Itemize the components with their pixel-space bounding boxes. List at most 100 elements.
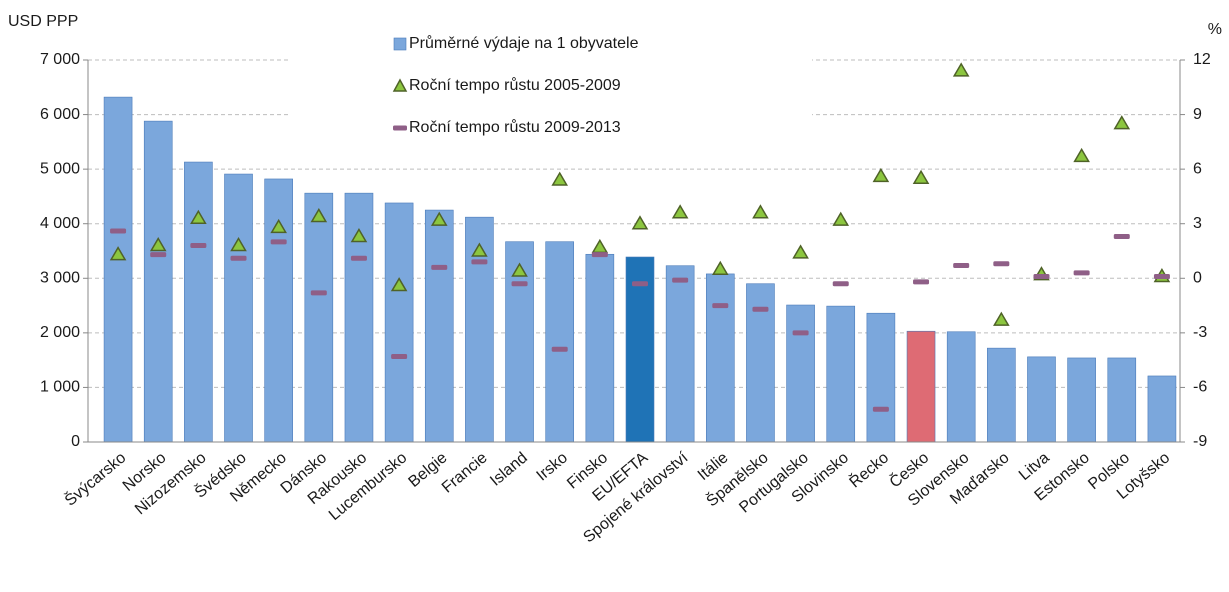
y-tick-label: 3 000	[40, 270, 80, 287]
bar	[1107, 357, 1137, 443]
y2-tick-label: -3	[1193, 324, 1207, 341]
bar	[103, 96, 133, 443]
dash-marker	[150, 252, 167, 258]
dash-marker	[310, 290, 327, 296]
triangle-marker	[109, 246, 127, 261]
bar	[826, 305, 856, 443]
bar	[143, 120, 173, 443]
dash-marker	[1113, 233, 1130, 239]
y2-tick-label: -9	[1193, 433, 1207, 450]
x-tick-label: Island	[487, 449, 531, 489]
dash-marker	[632, 281, 648, 287]
bar	[625, 256, 655, 443]
dash-marker	[1073, 270, 1090, 276]
dash-marker	[792, 330, 809, 336]
legend-label: Roční tempo růstu 2009-2013	[409, 118, 621, 136]
triangle-marker	[993, 311, 1010, 326]
triangle-marker	[591, 238, 609, 254]
y2-tick-label: 0	[1193, 270, 1202, 287]
triangle-marker	[631, 215, 649, 230]
bar	[384, 202, 414, 443]
legend-swatch	[393, 37, 407, 51]
dash-marker	[110, 228, 127, 234]
y-tick-label: 5 000	[40, 160, 80, 177]
legend: Průměrné výdaje na 1 obyvatele Roční temp…	[290, 26, 812, 144]
bar	[224, 173, 253, 443]
series-bar	[103, 96, 1177, 443]
legend-box	[290, 26, 812, 144]
triangle-marker	[230, 237, 247, 252]
dash-marker	[993, 261, 1010, 267]
x-tick-label: Švýcarsko	[61, 448, 130, 510]
dash-marker	[752, 306, 769, 312]
y-tick-label: 6 000	[40, 106, 80, 123]
triangle-marker	[711, 260, 729, 275]
bar	[585, 253, 615, 443]
triangle-marker	[832, 211, 850, 226]
bar	[304, 192, 334, 443]
triangle-marker	[350, 227, 368, 243]
triangle-marker	[310, 207, 328, 223]
dash-marker	[1153, 273, 1170, 279]
y2-tick-label: 9	[1193, 106, 1202, 123]
bar	[264, 178, 293, 443]
dash-marker	[832, 281, 849, 287]
triangle-marker	[190, 209, 207, 225]
y2-tick-label: 3	[1193, 215, 1202, 232]
dash-marker	[391, 354, 408, 360]
dash-marker	[431, 264, 448, 270]
triangle-marker	[1113, 115, 1131, 130]
dash-marker	[190, 243, 207, 249]
triangle-marker	[390, 277, 408, 292]
bar	[906, 330, 936, 443]
dash-marker	[712, 303, 729, 309]
y2-tick-label: -6	[1193, 379, 1207, 396]
series-triangle	[109, 62, 1171, 326]
dash-marker	[230, 255, 247, 261]
triangle-marker	[952, 62, 970, 77]
triangle-marker	[912, 169, 930, 184]
triangle-marker	[149, 237, 167, 252]
dash-marker	[511, 281, 528, 287]
dash-marker	[270, 239, 287, 245]
bar	[424, 209, 454, 443]
series-dash	[110, 228, 1170, 412]
bar	[1067, 357, 1096, 443]
bar	[866, 312, 896, 443]
y-tick-label: 0	[71, 433, 80, 450]
bar	[1147, 375, 1177, 443]
dash-marker	[672, 277, 689, 283]
bar	[987, 347, 1016, 443]
y-tick-label: 2 000	[40, 324, 80, 341]
dash-marker	[953, 263, 970, 269]
dash-marker	[913, 279, 930, 285]
triangle-marker	[270, 218, 287, 234]
dash-marker	[1033, 273, 1050, 279]
legend-swatch	[393, 125, 407, 131]
legend-swatch	[392, 78, 408, 92]
bar	[545, 241, 575, 443]
y-axis-label: USD PPP	[8, 13, 78, 30]
bar	[946, 331, 976, 443]
triangle-marker	[471, 242, 488, 257]
dash-marker	[591, 252, 608, 258]
y2-tick-label: 6	[1193, 160, 1202, 177]
dash-marker	[872, 406, 889, 412]
triangle-marker	[671, 204, 689, 219]
triangle-marker	[551, 171, 569, 186]
dash-marker	[350, 255, 367, 261]
bar	[184, 161, 213, 443]
y-tick-label: 7 000	[40, 51, 80, 68]
y2-axis-label: %	[1208, 21, 1222, 38]
dash-marker	[551, 346, 568, 352]
y-tick-label: 4 000	[40, 215, 80, 232]
triangle-marker	[752, 204, 769, 219]
y2-tick-label: 12	[1193, 51, 1211, 68]
bar	[1027, 356, 1056, 443]
triangle-marker	[792, 244, 809, 259]
x-tick-label: Francie	[439, 449, 491, 496]
bar	[705, 273, 735, 443]
legend-label: Průměrné výdaje na 1 obyvatele	[409, 34, 639, 52]
triangle-marker	[1073, 147, 1090, 163]
